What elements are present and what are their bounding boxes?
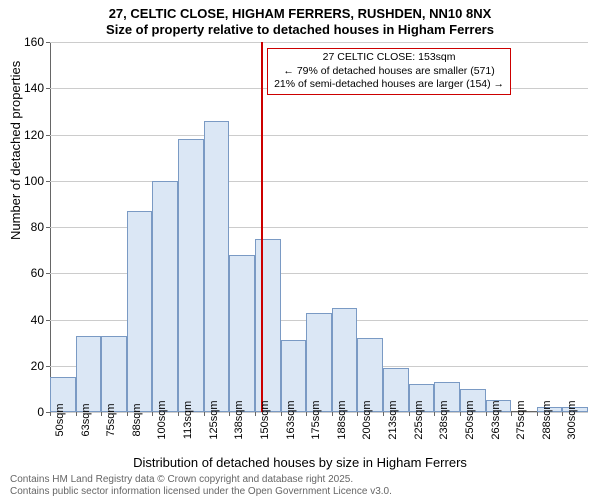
xtick-label: 125sqm [208, 400, 220, 439]
ytick-mark [46, 135, 50, 136]
ytick-mark [46, 181, 50, 182]
xtick-label: 100sqm [156, 400, 168, 439]
annotation-line3: 21% of semi-detached houses are larger (… [274, 78, 504, 92]
annotation-box: 27 CELTIC CLOSE: 153sqm← 79% of detached… [267, 48, 511, 95]
xtick-label: 50sqm [54, 403, 66, 436]
xtick-label: 63sqm [80, 403, 92, 436]
xtick-label: 113sqm [182, 401, 194, 439]
grid-line [50, 181, 588, 182]
xtick-label: 275sqm [515, 400, 527, 439]
ytick-label: 100 [4, 174, 44, 188]
footer-line2: Contains public sector information licen… [10, 486, 392, 498]
ytick-mark [46, 227, 50, 228]
xtick-mark [409, 412, 410, 416]
xtick-mark [434, 412, 435, 416]
xtick-label: 225sqm [413, 400, 425, 439]
histogram-bar [229, 255, 255, 412]
histogram-bar [204, 121, 230, 412]
ytick-label: 80 [4, 220, 44, 234]
xtick-label: 163sqm [285, 400, 297, 439]
plot-area: 27 CELTIC CLOSE: 153sqm← 79% of detached… [50, 42, 588, 412]
ytick-label: 160 [4, 35, 44, 49]
reference-line [261, 42, 263, 412]
xtick-mark [152, 412, 153, 416]
xtick-label: 300sqm [566, 400, 578, 439]
ytick-label: 60 [4, 266, 44, 280]
ytick-mark [46, 88, 50, 89]
title-line2: Size of property relative to detached ho… [0, 22, 600, 37]
xtick-mark [562, 412, 563, 416]
xtick-label: 175sqm [310, 400, 322, 439]
grid-line [50, 42, 588, 43]
xtick-mark [76, 412, 77, 416]
xtick-mark [50, 412, 51, 416]
histogram-bar [152, 181, 178, 412]
ytick-mark [46, 366, 50, 367]
ytick-label: 40 [4, 313, 44, 327]
histogram-bar [76, 336, 102, 412]
histogram-bar [127, 211, 153, 412]
xtick-label: 138sqm [233, 400, 245, 439]
xtick-mark [229, 412, 230, 416]
xtick-mark [511, 412, 512, 416]
histogram-bar [332, 308, 358, 412]
x-axis-label: Distribution of detached houses by size … [0, 455, 600, 470]
xtick-label: 75sqm [105, 403, 117, 436]
xtick-mark [306, 412, 307, 416]
xtick-label: 250sqm [464, 400, 476, 439]
histogram-bar [178, 139, 204, 412]
chart-container: 27, CELTIC CLOSE, HIGHAM FERRERS, RUSHDE… [0, 0, 600, 500]
histogram-bar [101, 336, 127, 412]
xtick-mark [357, 412, 358, 416]
ytick-label: 20 [4, 359, 44, 373]
xtick-label: 238sqm [438, 400, 450, 439]
xtick-label: 188sqm [336, 400, 348, 439]
footer-line1: Contains HM Land Registry data © Crown c… [10, 474, 392, 486]
xtick-label: 213sqm [387, 400, 399, 439]
xtick-mark [537, 412, 538, 416]
xtick-mark [204, 412, 205, 416]
ytick-label: 0 [4, 405, 44, 419]
annotation-line2: ← 79% of detached houses are smaller (57… [274, 65, 504, 79]
xtick-mark [486, 412, 487, 416]
footer-text: Contains HM Land Registry data © Crown c… [10, 474, 392, 498]
xtick-label: 150sqm [259, 400, 271, 439]
xtick-label: 263sqm [490, 400, 502, 439]
annotation-line1: 27 CELTIC CLOSE: 153sqm [274, 51, 504, 65]
ytick-label: 140 [4, 81, 44, 95]
xtick-mark [332, 412, 333, 416]
xtick-mark [383, 412, 384, 416]
ytick-mark [46, 42, 50, 43]
ytick-label: 120 [4, 128, 44, 142]
xtick-mark [255, 412, 256, 416]
title-line1: 27, CELTIC CLOSE, HIGHAM FERRERS, RUSHDE… [0, 6, 600, 21]
xtick-mark [460, 412, 461, 416]
histogram-bar [306, 313, 332, 412]
xtick-mark [178, 412, 179, 416]
grid-line [50, 135, 588, 136]
xtick-mark [101, 412, 102, 416]
ytick-mark [46, 273, 50, 274]
xtick-mark [127, 412, 128, 416]
histogram-bar [255, 239, 281, 412]
xtick-mark [281, 412, 282, 416]
xtick-label: 88sqm [131, 403, 143, 436]
xtick-label: 200sqm [361, 400, 373, 439]
ytick-mark [46, 320, 50, 321]
xtick-label: 288sqm [541, 400, 553, 439]
